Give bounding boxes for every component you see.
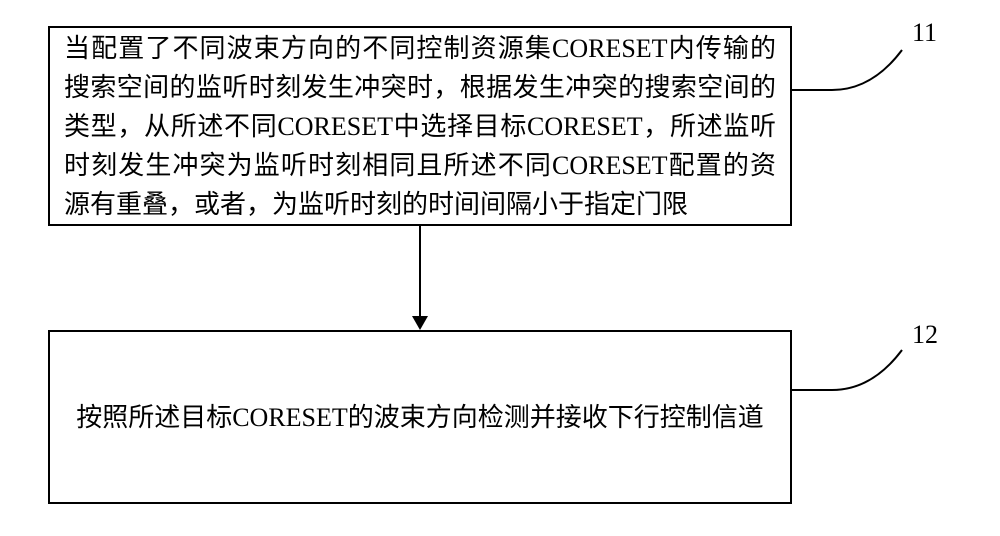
label-12: 12 [912,320,938,350]
leader-1 [792,40,942,120]
label-11: 11 [912,18,937,48]
flow-box-2-text: 按照所述目标CORESET的波束方向检测并接收下行控制信道 [50,398,790,437]
flow-box-2: 按照所述目标CORESET的波束方向检测并接收下行控制信道 [48,330,792,504]
leader-2 [792,340,942,420]
flow-box-1-text: 当配置了不同波束方向的不同控制资源集CORESET内传输的搜索空间的监听时刻发生… [50,29,790,224]
arrow-shaft [419,226,421,318]
arrow-head [412,316,428,330]
flow-box-1: 当配置了不同波束方向的不同控制资源集CORESET内传输的搜索空间的监听时刻发生… [48,26,792,226]
